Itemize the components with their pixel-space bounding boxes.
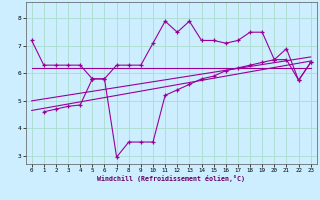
X-axis label: Windchill (Refroidissement éolien,°C): Windchill (Refroidissement éolien,°C) bbox=[97, 175, 245, 182]
